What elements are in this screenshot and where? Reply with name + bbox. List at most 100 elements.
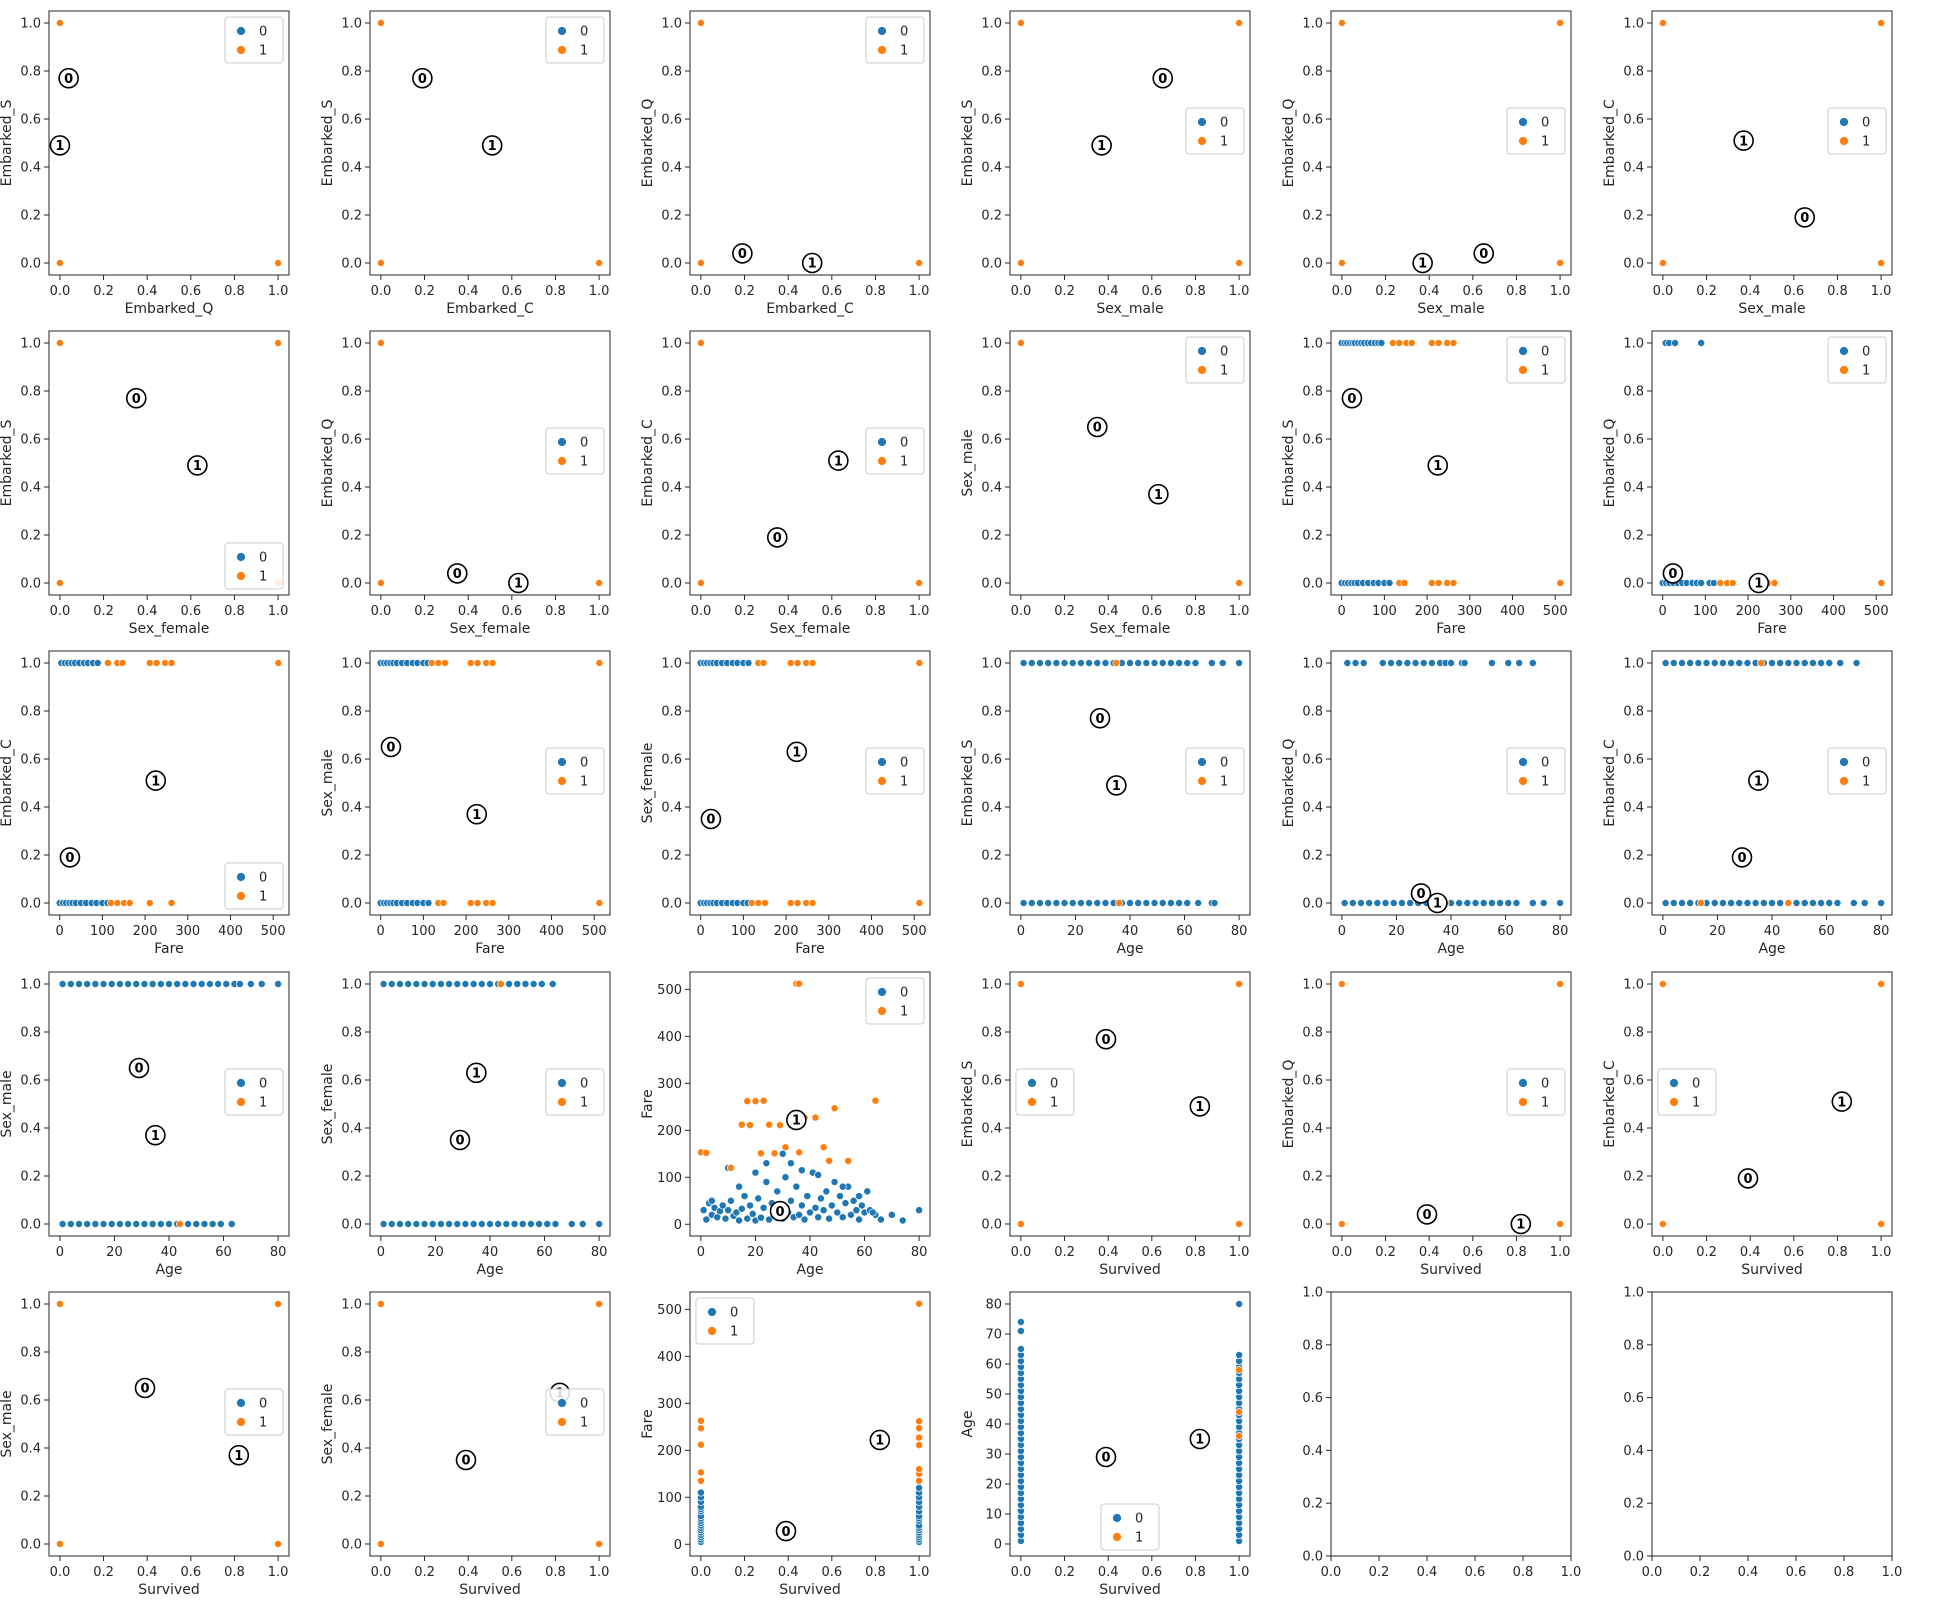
data-point-class-1	[781, 1143, 790, 1152]
data-point-class-0	[518, 1220, 527, 1228]
x-tick-label: 0.6	[1786, 1565, 1807, 1580]
data-point-class-1	[1427, 339, 1436, 347]
legend-swatch-0	[877, 757, 887, 767]
subplot-19: 0 20 40 60 800.00.20.40.60.81.0AgeSex_male01…	[0, 971, 290, 1278]
y-tick-label: 70	[985, 1328, 1002, 1343]
data-point-class-0	[477, 980, 486, 988]
data-point-class-0	[494, 1220, 503, 1228]
x-tick-label: 1.0	[909, 604, 930, 619]
data-point-class-1	[1784, 899, 1793, 907]
data-point-class-1	[726, 1163, 735, 1172]
cluster-center-marker-0	[769, 1200, 791, 1222]
data-point-class-1	[1556, 1220, 1565, 1228]
data-point-class-0	[1235, 1300, 1244, 1308]
legend-label: 1	[1220, 775, 1228, 790]
legend-label: 1	[1220, 364, 1228, 379]
y-tick-label: 0.2	[1623, 1497, 1644, 1512]
y-tick-label: 0.0	[1623, 1218, 1644, 1233]
data-point-class-1	[1016, 1220, 1025, 1228]
x-tick-label: 1.0	[1550, 1245, 1571, 1260]
cluster-center-label: 0	[65, 851, 74, 866]
y-tick-label: 0.2	[341, 1170, 362, 1185]
legend-label: 0	[900, 986, 908, 1001]
data-point-class-1	[825, 1156, 834, 1165]
data-point-class-1	[770, 1149, 779, 1158]
x-tick-label: 0.8	[1827, 284, 1848, 299]
y-tick-label: 1.0	[341, 1298, 362, 1313]
data-point-class-1	[145, 899, 154, 907]
data-point-class-0	[75, 980, 83, 988]
legend: 01	[1506, 1068, 1566, 1116]
data-point-class-0	[181, 980, 190, 988]
legend: 01	[1827, 107, 1887, 155]
x-tick-label: 40	[482, 1245, 499, 1260]
x-tick-label: 400	[859, 924, 884, 939]
x-tick-label: 0.4	[458, 284, 479, 299]
x-tick-label: 60	[536, 1245, 553, 1260]
legend: 01	[224, 1068, 284, 1116]
x-axis-label: Survived	[1099, 1262, 1160, 1278]
data-point-class-1	[696, 259, 705, 267]
data-point-class-0	[759, 1203, 768, 1212]
y-tick-label: 60	[985, 1358, 1002, 1373]
x-tick-label: 0.4	[1738, 1565, 1759, 1580]
data-point-class-1	[844, 1156, 853, 1165]
cluster-center-label: 1	[1754, 577, 1763, 592]
legend: 01	[545, 427, 605, 475]
x-tick-label: 0.4	[137, 284, 158, 299]
y-tick-label: 1.0	[981, 17, 1002, 32]
data-point-class-0	[1093, 899, 1102, 907]
subplot-27: 0.0 0.2 0.4 0.6 0.8 1.00100200300400500Surviv…	[640, 1291, 931, 1598]
cluster-center-marker-1	[1831, 1091, 1853, 1112]
data-point-class-0	[91, 1220, 100, 1228]
data-point-class-0	[1166, 659, 1175, 667]
data-point-class-0	[200, 1220, 209, 1228]
legend-label: 0	[580, 25, 588, 40]
data-point-class-1	[795, 1148, 804, 1157]
cluster-center-marker-1	[1091, 135, 1112, 156]
data-point-class-0	[702, 1215, 711, 1224]
x-tick-label: 0.0	[1011, 1245, 1032, 1260]
data-point-class-1	[759, 659, 768, 667]
x-tick-label: 1.0	[1561, 1565, 1582, 1580]
data-point-class-0	[1800, 659, 1809, 667]
data-point-class-0	[1768, 899, 1776, 907]
subplot-7: 0.0 0.2 0.4 0.6 0.8 1.0 0.0 0.2 0.4 0.6 0.8 1.0 Sex_…	[0, 330, 290, 637]
x-tick-label: 0.6	[821, 604, 842, 619]
data-point-class-0	[1378, 659, 1387, 667]
x-tick-label: 400	[218, 924, 243, 939]
cluster-center-marker-0	[1731, 847, 1753, 868]
data-point-class-1	[55, 1300, 64, 1308]
data-point-class-0	[1194, 899, 1203, 907]
legend-label: 0	[1692, 1077, 1700, 1092]
data-point-class-1	[696, 19, 705, 27]
data-point-class-0	[257, 980, 266, 988]
x-axis-label: Survived	[1420, 1262, 1481, 1278]
data-point-class-0	[222, 980, 231, 988]
data-point-class-1	[1770, 579, 1779, 587]
x-tick-label: 0.0	[371, 604, 392, 619]
y-tick-label: 0.6	[1623, 433, 1644, 448]
x-axis-label: Survived	[1741, 1262, 1802, 1278]
data-point-class-0	[1751, 899, 1760, 907]
data-point-class-0	[1768, 659, 1776, 667]
data-point-class-1	[434, 659, 443, 667]
y-tick-label: 200	[657, 1444, 682, 1459]
y-tick-label: 1.0	[1623, 17, 1644, 32]
cluster-center-label: 1	[792, 746, 801, 761]
x-tick-label: 40	[161, 1245, 178, 1260]
legend-label: 0	[900, 756, 908, 771]
cluster-center-marker-1	[1748, 770, 1769, 791]
legend: 01	[224, 16, 284, 64]
y-tick-label: 0.4	[341, 161, 362, 176]
data-point-class-0	[721, 1214, 730, 1223]
data-point-class-0	[1686, 899, 1695, 907]
data-point-class-0	[1126, 899, 1134, 907]
subplot-15: 0 100 200 300 400 5000.00.20.40.60.81.0FareSe…	[640, 650, 931, 957]
data-point-class-0	[841, 1199, 850, 1208]
x-tick-label: 0.0	[50, 604, 71, 619]
data-point-class-1	[1115, 899, 1124, 907]
x-tick-label: 0.6	[180, 284, 201, 299]
legend: 01	[224, 1388, 284, 1436]
x-tick-label: 200	[1415, 604, 1440, 619]
